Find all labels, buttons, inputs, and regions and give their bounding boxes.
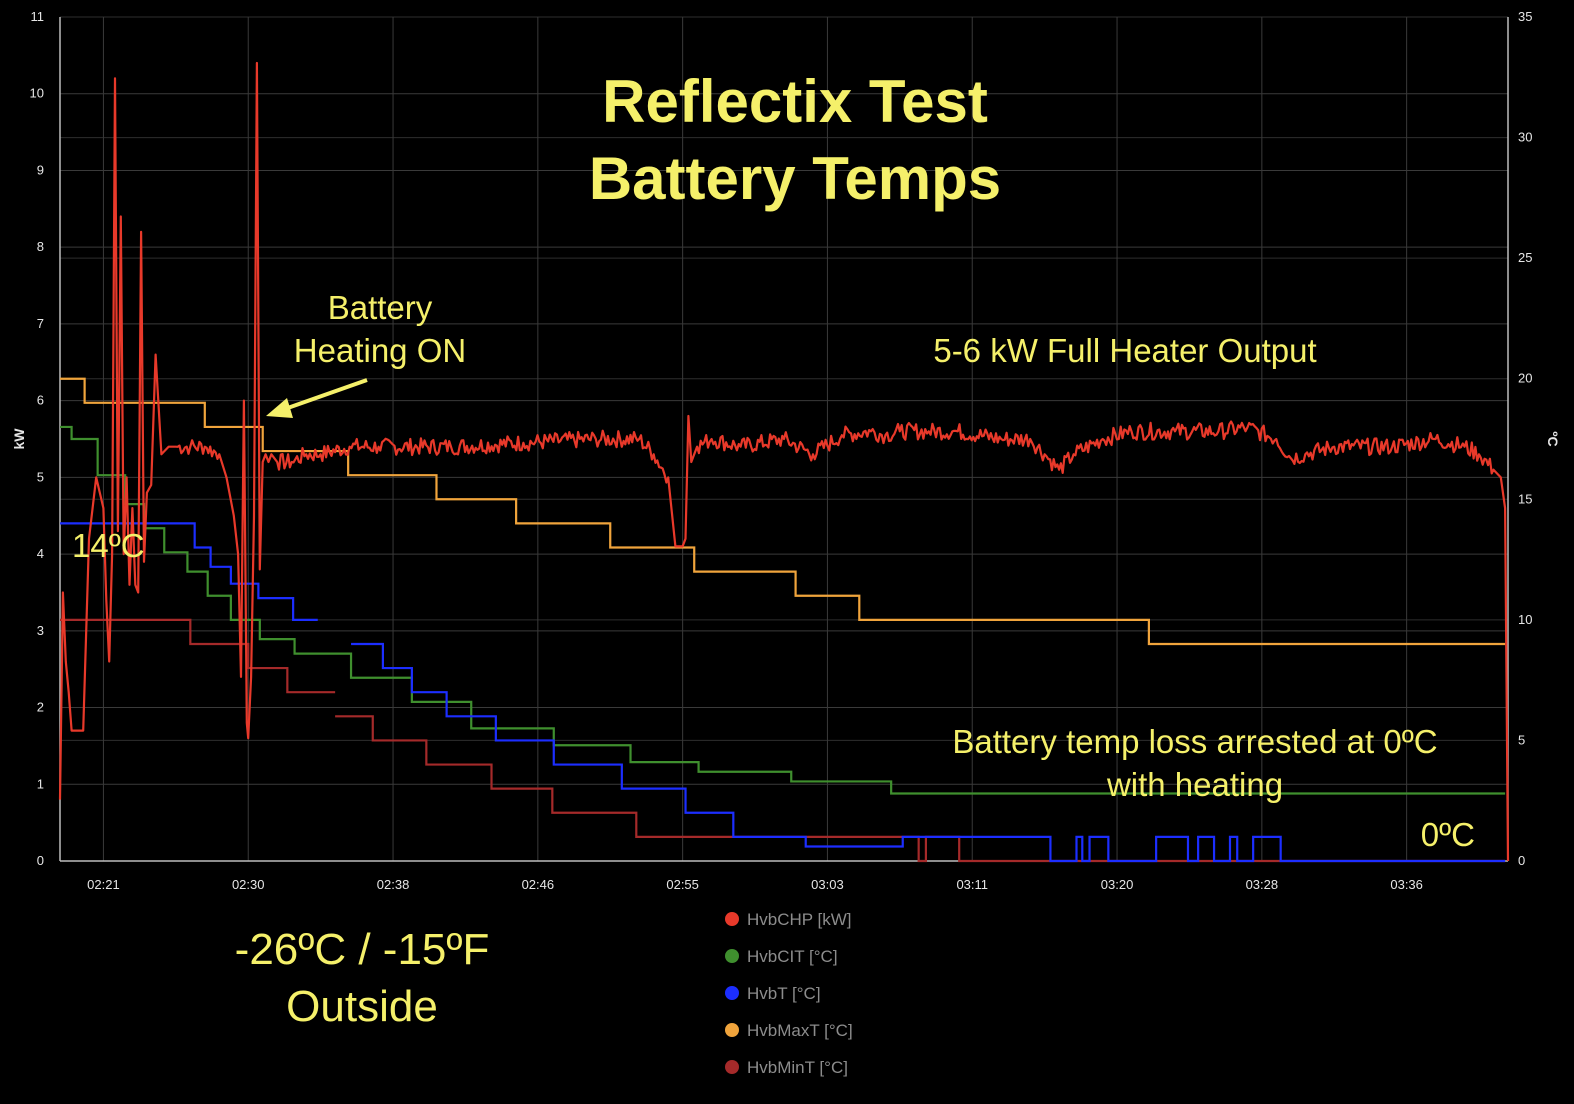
series-hvbt-line-2	[351, 642, 1506, 863]
annotation-battery: Battery	[328, 289, 433, 326]
y-tick-label: 9	[37, 162, 44, 177]
y2-tick-label: 35	[1518, 9, 1532, 24]
y-axis-ticks: 0 1 2 3 4 5 6 7 8 9 10 11	[30, 9, 44, 868]
x-axis-ticks: 02:21 02:30 02:38 02:46 02:55 03:03 03:11 03:20…	[87, 877, 1423, 892]
legend-swatch	[725, 949, 739, 963]
y-tick-label: 3	[37, 623, 44, 638]
y2-axis-label: ºC	[1545, 431, 1561, 446]
legend-entry: HvbCIT [°C]	[747, 947, 838, 966]
x-tick-label: 03:20	[1101, 877, 1134, 892]
legend-swatch	[725, 986, 739, 1000]
annotation-arrested-line2: with heating	[1106, 766, 1283, 803]
y2-tick-label: 20	[1518, 371, 1532, 386]
legend: HvbCHP [kW] HvbCIT [°C] HvbT [°C] HvbMaxT […	[725, 910, 853, 1077]
legend-entry: HvbCHP [kW]	[747, 910, 852, 929]
annotation-arrested-line1: Battery temp loss arrested at 0ºC	[952, 723, 1437, 760]
y-tick-label: 8	[37, 239, 44, 254]
y-tick-label: 10	[30, 86, 44, 101]
legend-swatch	[725, 912, 739, 926]
y2-tick-label: 30	[1518, 130, 1532, 145]
y2-tick-label: 0	[1518, 853, 1525, 868]
y2-tick-label: 25	[1518, 250, 1532, 265]
legend-swatch	[725, 1023, 739, 1037]
y2-axis-ticks: 0 5 10 15 20 25 30 35	[1518, 9, 1532, 868]
annotation-14c: 14ºC	[72, 527, 145, 564]
series-hvbmint-line	[60, 618, 336, 694]
y-tick-label: 4	[37, 546, 44, 561]
y-tick-label: 1	[37, 776, 44, 791]
x-tick-label: 02:38	[377, 877, 410, 892]
x-tick-label: 02:21	[87, 877, 120, 892]
y2-tick-label: 10	[1518, 612, 1532, 627]
y-tick-label: 0	[37, 853, 44, 868]
y-tick-label: 11	[31, 9, 45, 24]
y-tick-label: 5	[37, 469, 44, 484]
x-tick-label: 03:03	[811, 877, 844, 892]
legend-entry: HvbMaxT [°C]	[747, 1021, 853, 1040]
chart-subtitle: Battery Temps	[589, 145, 1001, 212]
chart-title: Reflectix Test	[602, 68, 988, 135]
y-tick-label: 2	[37, 700, 44, 715]
x-tick-label: 02:30	[232, 877, 265, 892]
y-tick-label: 7	[37, 316, 44, 331]
legend-entry: HvbT [°C]	[747, 984, 821, 1003]
annotation-heating-on: Heating ON	[294, 332, 466, 369]
annotation-outside: Outside	[286, 982, 438, 1031]
series-hvbmint-line-2	[335, 715, 1506, 863]
y2-tick-label: 15	[1518, 491, 1532, 506]
x-tick-label: 03:11	[956, 877, 988, 892]
legend-swatch	[725, 1060, 739, 1074]
arrow-annotation	[266, 378, 368, 418]
x-tick-label: 02:55	[666, 877, 699, 892]
series-hvbt-line	[60, 522, 318, 621]
y2-tick-label: 5	[1518, 732, 1525, 747]
series-lines	[58, 61, 1510, 863]
annotation-0c: 0ºC	[1421, 816, 1475, 853]
x-tick-label: 02:46	[522, 877, 555, 892]
annotation-full-heater-output: 5-6 kW Full Heater Output	[933, 332, 1316, 369]
annotation-outside-temp: -26ºC / -15ºF	[235, 925, 490, 974]
x-tick-label: 03:36	[1390, 877, 1423, 892]
x-tick-label: 03:28	[1246, 877, 1279, 892]
series-hvbchp-line	[58, 61, 1510, 862]
legend-entry: HvbMinT [°C]	[747, 1058, 848, 1077]
y-tick-label: 6	[37, 393, 44, 408]
grid	[59, 16, 1509, 862]
series-hvbmaxt-line	[60, 377, 1506, 646]
y-axis-label: kW	[11, 428, 27, 450]
